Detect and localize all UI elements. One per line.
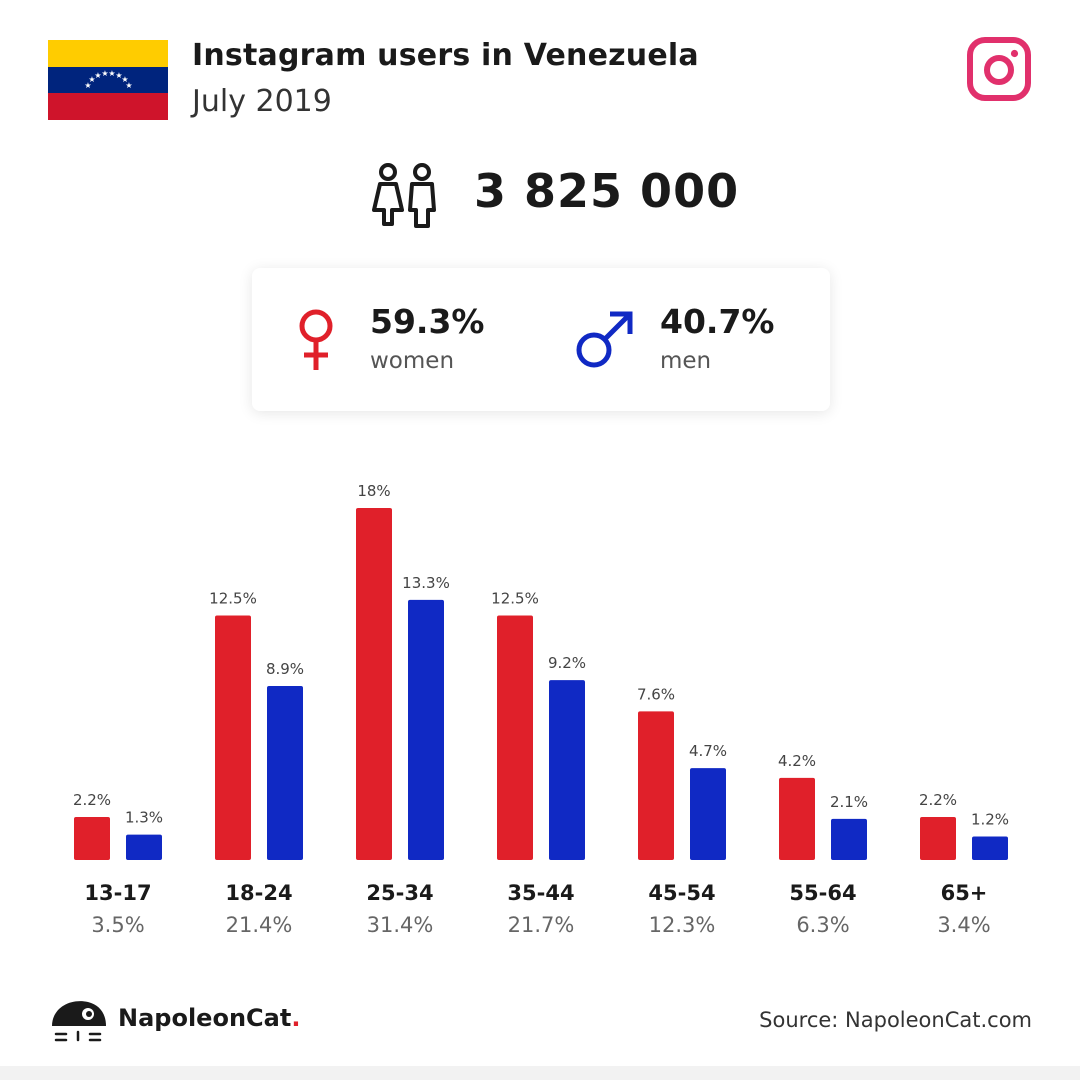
category-total-label: 21.7% <box>508 913 575 937</box>
bar-value-label: 1.3% <box>125 809 163 827</box>
page-title: Instagram users in Venezuela <box>192 38 699 73</box>
bar-value-label: 7.6% <box>637 685 675 703</box>
men-pct: 40.7% <box>660 302 775 341</box>
bar-35-44-s0 <box>497 615 533 860</box>
svg-text:★: ★ <box>84 81 91 90</box>
source-text: Source: NapoleonCat.com <box>759 1008 1032 1032</box>
bar-55-64-s1 <box>831 818 867 860</box>
category-total-label: 12.3% <box>649 913 716 937</box>
bar-45-54-s0 <box>638 711 674 860</box>
category-label: 35-44 <box>507 881 574 905</box>
bar-value-label: 13.3% <box>402 574 450 592</box>
svg-text:★: ★ <box>125 81 132 90</box>
footer-strip <box>0 1066 1080 1080</box>
bar-value-label: 8.9% <box>266 660 304 678</box>
women-label: women <box>370 348 455 374</box>
bar-value-label: 2.2% <box>919 791 957 809</box>
bar-35-44-s1 <box>549 680 585 860</box>
instagram-icon <box>967 37 1031 101</box>
users-icon <box>372 163 436 228</box>
bar-13-17-s1 <box>126 834 162 860</box>
men-label: men <box>660 348 712 374</box>
svg-text:★: ★ <box>101 69 108 78</box>
bar-value-label: 18% <box>357 482 390 500</box>
category-total-label: 21.4% <box>226 913 293 937</box>
bar-value-label: 1.2% <box>971 811 1009 829</box>
category-total-label: 3.5% <box>91 913 144 937</box>
bar-18-24-s0 <box>215 615 251 860</box>
napoleoncat-brand: NapoleonCat. <box>118 1004 301 1032</box>
category-total-label: 6.3% <box>796 913 849 937</box>
napoleoncat-logo-icon <box>52 1001 106 1042</box>
category-label: 55-64 <box>789 881 856 905</box>
bar-value-label: 2.2% <box>73 791 111 809</box>
stars-arc: ★★★ ★ ★ ★ ★★ <box>84 69 132 90</box>
bar-value-label: 2.1% <box>830 793 868 811</box>
category-total-label: 31.4% <box>367 913 434 937</box>
category-label: 25-34 <box>366 881 433 905</box>
bar-value-label: 4.7% <box>689 742 727 760</box>
category-label: 18-24 <box>225 881 292 905</box>
svg-text:★: ★ <box>88 75 95 84</box>
svg-text:★: ★ <box>115 71 122 80</box>
svg-text:★: ★ <box>108 69 115 78</box>
female-icon <box>299 309 333 370</box>
total-users: 3 825 000 <box>474 164 740 218</box>
bar-value-label: 9.2% <box>548 654 586 672</box>
category-label: 13-17 <box>84 881 151 905</box>
bar-value-label: 4.2% <box>778 752 816 770</box>
bar-13-17-s0 <box>74 816 110 860</box>
bar-value-label: 12.5% <box>209 590 257 608</box>
category-label: 65+ <box>941 881 988 905</box>
male-icon <box>576 311 633 368</box>
svg-text:★: ★ <box>121 75 128 84</box>
svg-text:★: ★ <box>94 71 101 80</box>
bar-65+-s1 <box>972 836 1008 860</box>
category-total-label: 3.4% <box>937 913 990 937</box>
gender-card: 59.3% women 40.7% men <box>252 268 830 411</box>
page-subtitle: July 2019 <box>192 84 332 119</box>
bar-18-24-s1 <box>267 685 303 860</box>
age-gender-bar-chart: 2.2% 1.3% 13-17 3.5% 12.5% 8.9% 18-24 21.4% 18% 1… <box>73 482 1009 937</box>
venezuela-flag-icon: ★ ★ ★ ★ ★ ★ ★ ★ <box>48 40 168 120</box>
bar-45-54-s1 <box>690 768 726 860</box>
bar-value-label: 12.5% <box>491 590 539 608</box>
bar-65+-s0 <box>920 816 956 860</box>
bar-55-64-s0 <box>779 777 815 860</box>
women-pct: 59.3% <box>370 302 485 341</box>
category-label: 45-54 <box>648 881 715 905</box>
bar-25-34-s1 <box>408 599 444 860</box>
bar-25-34-s0 <box>356 508 392 860</box>
